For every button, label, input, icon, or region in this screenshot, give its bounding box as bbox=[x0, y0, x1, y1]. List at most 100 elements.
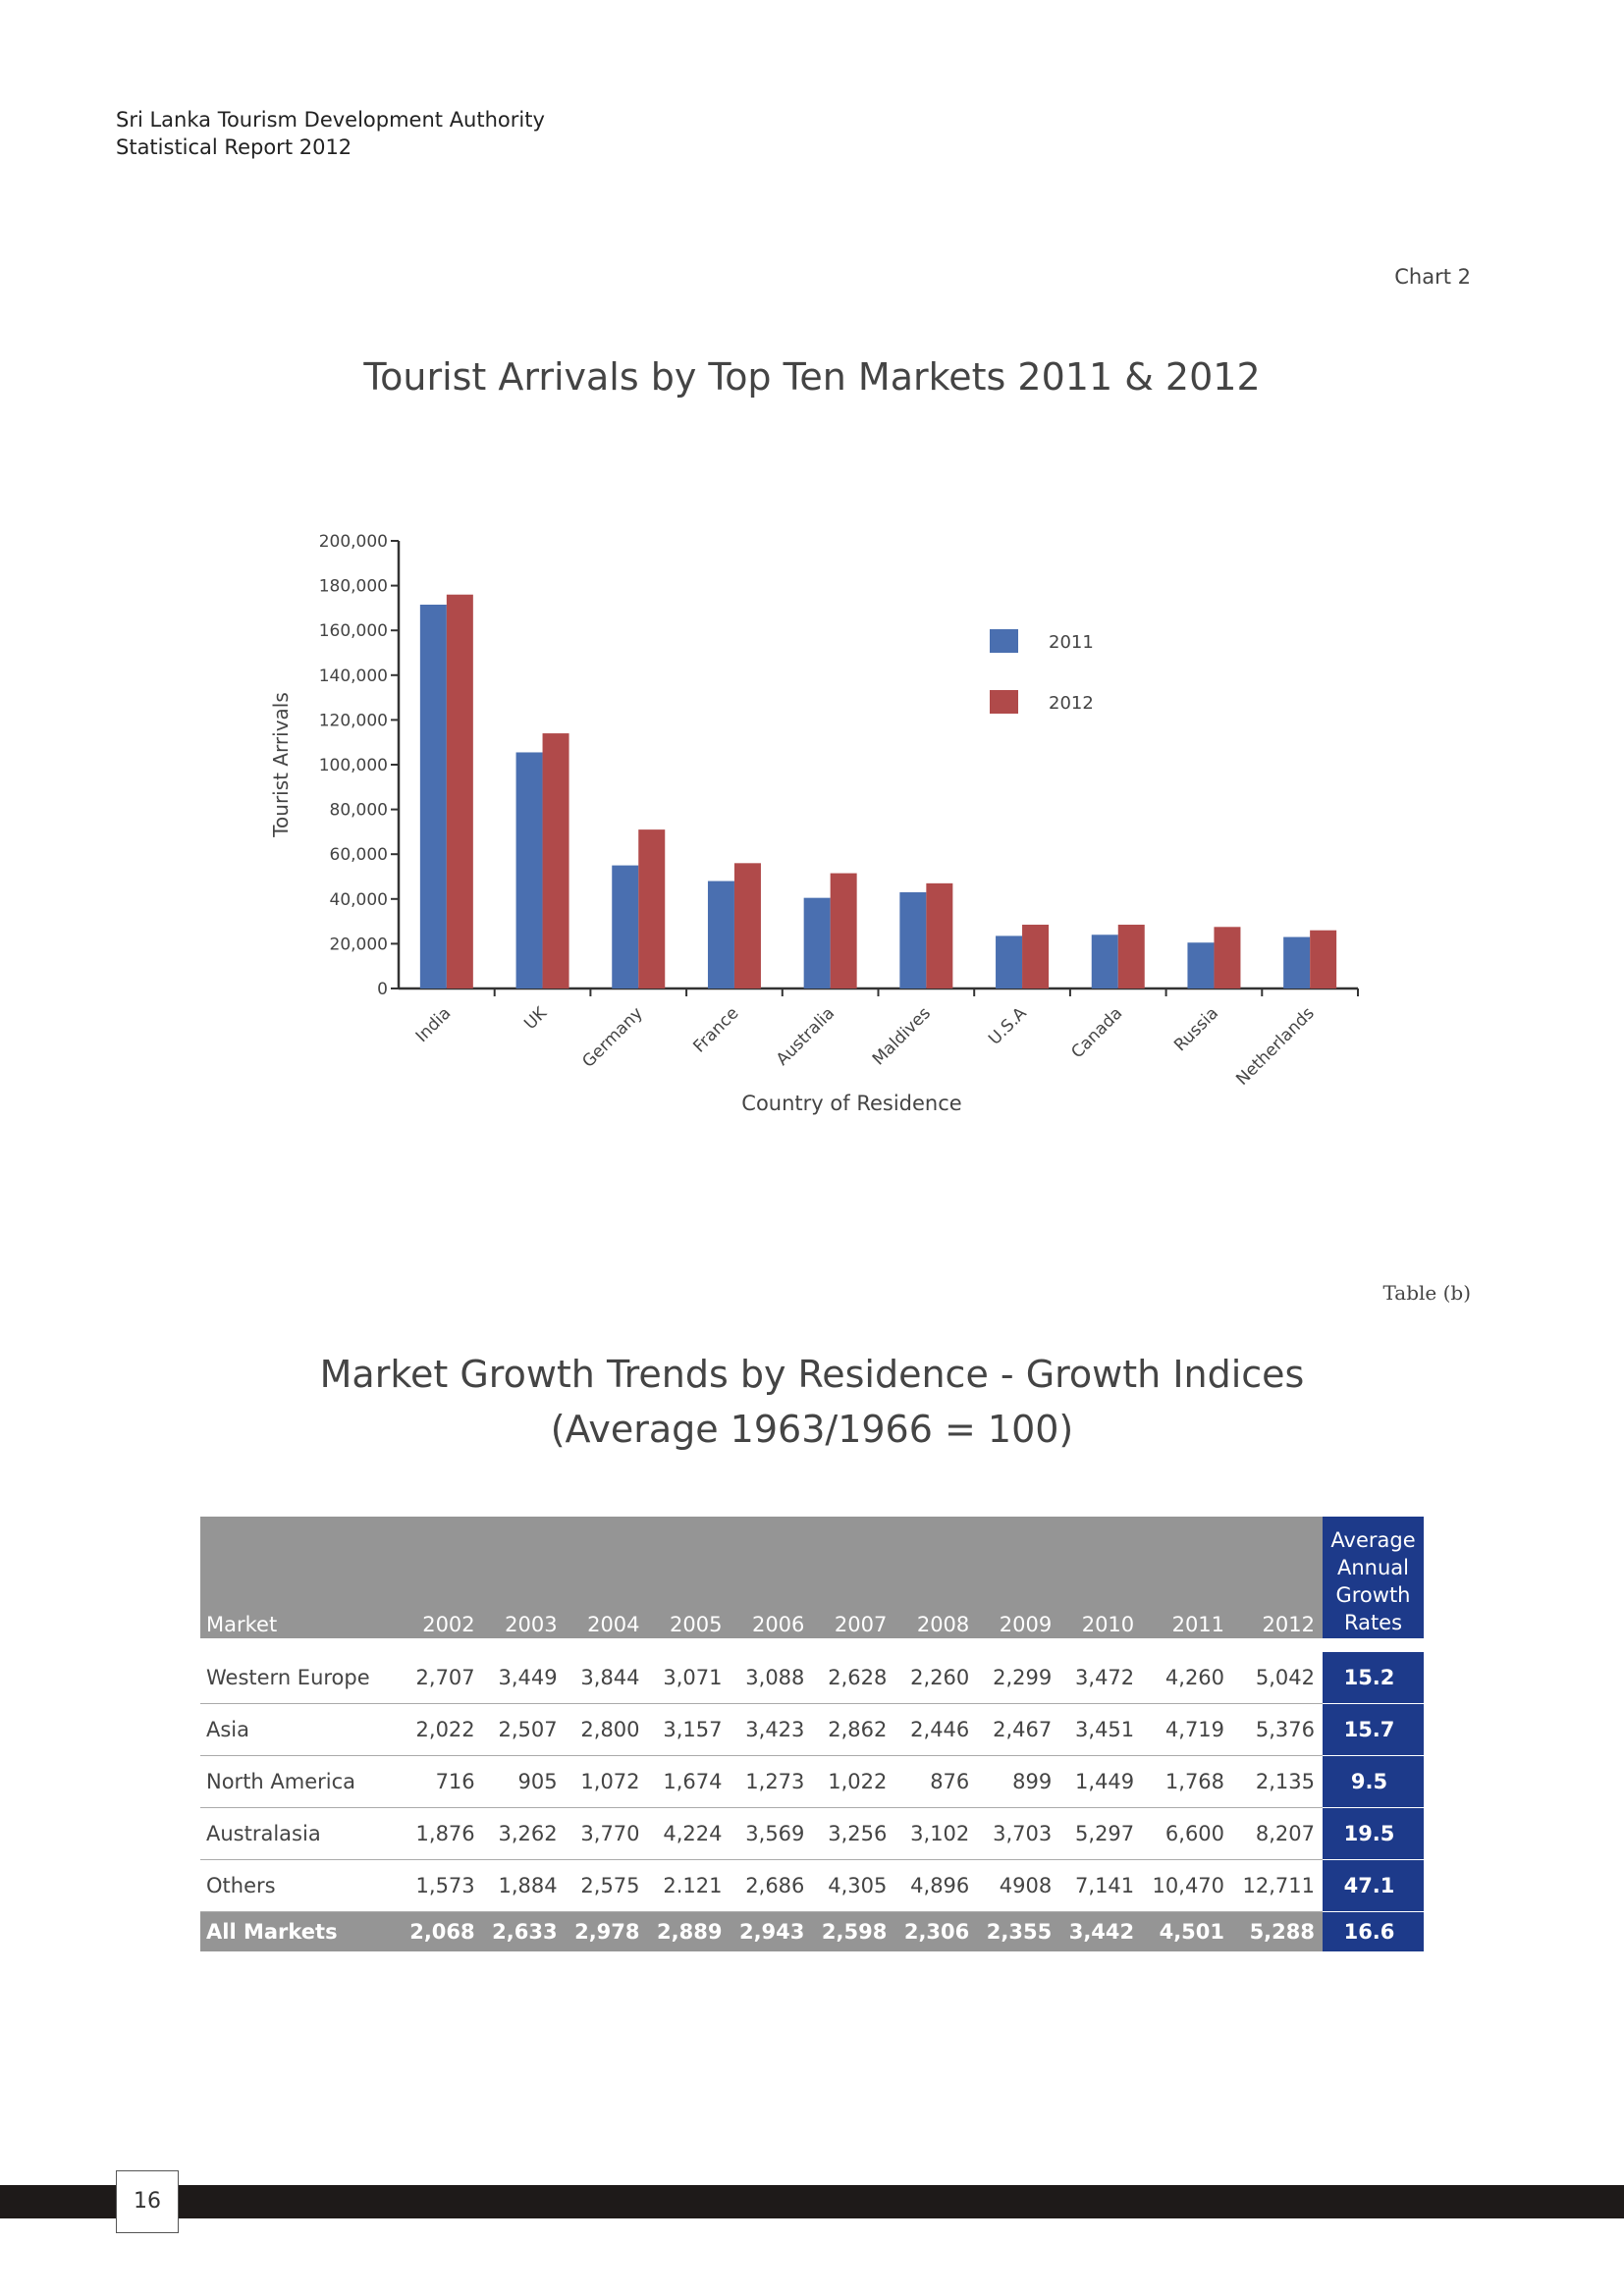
index-value-cell: 10,470 bbox=[1142, 1859, 1233, 1912]
col-header-2011: 2011 bbox=[1142, 1517, 1233, 1638]
bar-2012-germany bbox=[638, 829, 666, 988]
index-value-cell: 3,451 bbox=[1059, 1703, 1143, 1756]
index-value-cell: 2,628 bbox=[812, 1652, 895, 1704]
index-value-cell: 12,711 bbox=[1232, 1859, 1323, 1912]
index-value-cell: 3,569 bbox=[730, 1807, 813, 1860]
index-value-cell: 2,135 bbox=[1232, 1755, 1323, 1808]
index-value-cell: 4,501 bbox=[1142, 1911, 1233, 1951]
index-value-cell: 3,262 bbox=[482, 1807, 566, 1860]
bar-2012-canada bbox=[1117, 925, 1145, 988]
index-value-cell: 716 bbox=[400, 1755, 483, 1808]
table-label: Table (b) bbox=[1382, 1281, 1471, 1305]
legend-swatch-2012 bbox=[990, 690, 1018, 714]
bar-2011-uk bbox=[515, 752, 543, 988]
bar-2012-netherlands bbox=[1310, 930, 1337, 988]
table-title: Market Growth Trends by Residence - Grow… bbox=[0, 1347, 1624, 1457]
index-value-cell: 8,207 bbox=[1232, 1807, 1323, 1860]
avg-growth-cell: 47.1 bbox=[1323, 1859, 1424, 1912]
y-tick-label: 180,000 bbox=[319, 577, 388, 597]
index-value-cell: 1,072 bbox=[565, 1755, 648, 1808]
index-value-cell: 3,256 bbox=[812, 1807, 895, 1860]
index-value-cell: 2,446 bbox=[894, 1703, 978, 1756]
growth-indices-table: Market 2002 2003 2004 2005 2006 2007 2008 2009 20… bbox=[200, 1517, 1424, 1951]
table-row: Others 1,573 1,884 2,575 2.121 2,686 4,305 4,89… bbox=[200, 1859, 1424, 1912]
table-row: North America 716 905 1,072 1,674 1,273 1,022 8… bbox=[200, 1755, 1424, 1808]
y-tick-label: 120,000 bbox=[319, 711, 388, 730]
avg-growth-cell: 9.5 bbox=[1323, 1755, 1424, 1808]
bar-2011-usa bbox=[996, 935, 1023, 988]
index-value-cell: 1,449 bbox=[1059, 1755, 1143, 1808]
y-tick-label: 60,000 bbox=[330, 845, 388, 865]
index-value-cell: 4,260 bbox=[1142, 1652, 1233, 1704]
index-value-cell: 2,355 bbox=[977, 1911, 1060, 1951]
index-value-cell: 2,633 bbox=[482, 1911, 566, 1951]
index-value-cell: 3,102 bbox=[894, 1807, 978, 1860]
table-title-line1: Market Growth Trends by Residence - Grow… bbox=[319, 1353, 1305, 1396]
x-tick-label: Canada bbox=[1067, 1003, 1126, 1062]
table-row: Australasia 1,876 3,262 3,770 4,224 3,569 3,25… bbox=[200, 1807, 1424, 1860]
col-header-2012: 2012 bbox=[1232, 1517, 1323, 1638]
x-axis-title: Country of Residence bbox=[741, 1092, 961, 1115]
bar-2012-maldives bbox=[926, 882, 953, 988]
bar-2012-uk bbox=[542, 733, 569, 988]
index-value-cell: 3,472 bbox=[1059, 1652, 1143, 1704]
index-value-cell: 5,376 bbox=[1232, 1703, 1323, 1756]
legend-label-2011: 2011 bbox=[1049, 632, 1094, 653]
index-value-cell: 1,573 bbox=[400, 1859, 483, 1912]
avg-growth-cell: 15.7 bbox=[1323, 1703, 1424, 1756]
index-value-cell: 4,305 bbox=[812, 1859, 895, 1912]
index-value-cell: 1,768 bbox=[1142, 1755, 1233, 1808]
bar-2011-australia bbox=[803, 897, 831, 988]
y-tick-label: 80,000 bbox=[330, 801, 388, 821]
index-value-cell: 2,507 bbox=[482, 1703, 566, 1756]
index-value-cell: 905 bbox=[482, 1755, 566, 1808]
index-value-cell: 3,844 bbox=[565, 1652, 648, 1704]
market-name-cell: Australasia bbox=[200, 1807, 401, 1860]
index-value-cell: 3,770 bbox=[565, 1807, 648, 1860]
market-name-cell: North America bbox=[200, 1755, 401, 1808]
table-total-row: All Markets 2,068 2,633 2,978 2,889 2,943 2,59… bbox=[200, 1911, 1424, 1951]
index-value-cell: 3,703 bbox=[977, 1807, 1060, 1860]
x-tick-label: UK bbox=[520, 1003, 551, 1034]
y-tick-label: 200,000 bbox=[319, 532, 388, 552]
y-tick-label: 160,000 bbox=[319, 621, 388, 641]
index-value-cell: 899 bbox=[977, 1755, 1060, 1808]
index-value-cell: 876 bbox=[894, 1755, 978, 1808]
y-axis-title: Tourist Arrivals bbox=[269, 692, 293, 838]
index-value-cell: 1,273 bbox=[730, 1755, 813, 1808]
table-header-row: Market 2002 2003 2004 2005 2006 2007 2008 2009 20… bbox=[200, 1517, 1424, 1638]
page-number: 16 bbox=[116, 2170, 179, 2233]
bar-2011-netherlands bbox=[1283, 936, 1311, 988]
bar-2012-usa bbox=[1022, 925, 1050, 988]
col-header-2005: 2005 bbox=[647, 1517, 731, 1638]
index-value-cell: 2,068 bbox=[400, 1911, 483, 1951]
index-value-cell: 2,889 bbox=[647, 1911, 731, 1951]
index-value-cell: 3,423 bbox=[730, 1703, 813, 1756]
legend-label-2012: 2012 bbox=[1049, 693, 1094, 714]
report-header: Sri Lanka Tourism Development Authority … bbox=[116, 106, 545, 161]
index-value-cell: 4,224 bbox=[647, 1807, 731, 1860]
index-value-cell: 3,442 bbox=[1059, 1911, 1143, 1951]
col-header-2002: 2002 bbox=[400, 1517, 483, 1638]
index-value-cell: 2,575 bbox=[565, 1859, 648, 1912]
market-name-cell: Asia bbox=[200, 1703, 401, 1756]
table-title-line2: (Average 1963/1966 = 100) bbox=[550, 1408, 1074, 1451]
index-value-cell: 2,598 bbox=[812, 1911, 895, 1951]
x-tick-label: Netherlands bbox=[1232, 1003, 1319, 1090]
avg-growth-cell: 16.6 bbox=[1323, 1911, 1424, 1951]
index-value-cell: 6,600 bbox=[1142, 1807, 1233, 1860]
org-name: Sri Lanka Tourism Development Authority bbox=[116, 108, 545, 132]
col-header-2008: 2008 bbox=[894, 1517, 978, 1638]
table-spacer-row bbox=[200, 1638, 1424, 1652]
table-row: Western Europe 2,707 3,449 3,844 3,071 3,088 2… bbox=[200, 1652, 1424, 1704]
index-value-cell: 5,297 bbox=[1059, 1807, 1143, 1860]
index-value-cell: 5,288 bbox=[1232, 1911, 1323, 1951]
footer-bar bbox=[0, 2185, 1624, 2218]
index-value-cell: 2,686 bbox=[730, 1859, 813, 1912]
col-header-average-growth: Average Annual Growth Rates bbox=[1323, 1517, 1424, 1638]
index-value-cell: 2,299 bbox=[977, 1652, 1060, 1704]
bar-2011-india bbox=[419, 604, 447, 988]
col-header-2004: 2004 bbox=[565, 1517, 648, 1638]
col-header-2007: 2007 bbox=[812, 1517, 895, 1638]
bar-2011-germany bbox=[612, 865, 639, 988]
